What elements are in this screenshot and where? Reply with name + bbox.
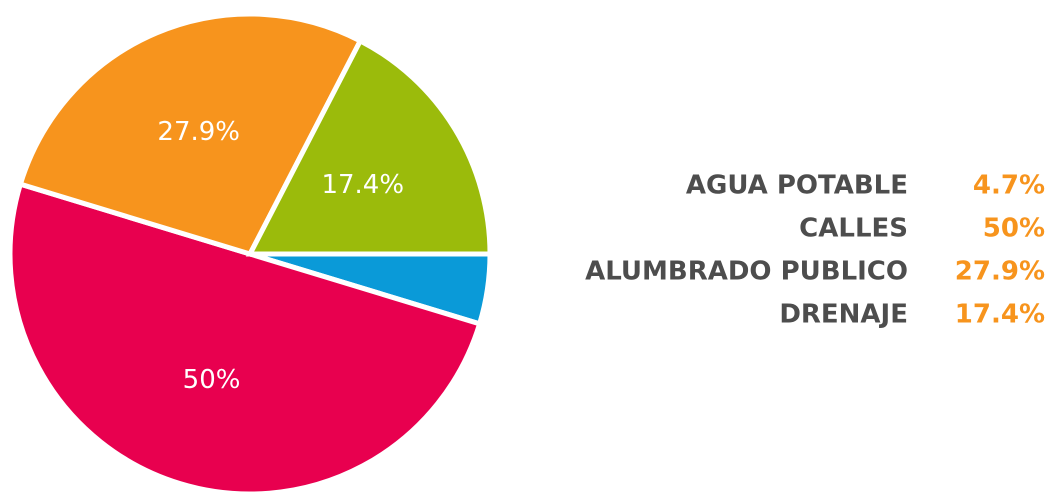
legend-value: 17.4% <box>955 300 1045 330</box>
slice-label: 17.4% <box>321 170 404 200</box>
legend-name: ALUMBRADO PUBLICO <box>585 257 908 287</box>
legend-value: 27.9% <box>955 257 1045 287</box>
pie-slice <box>245 37 493 257</box>
legend-name: CALLES <box>799 214 908 244</box>
legend-value: 4.7% <box>973 171 1045 201</box>
legend-name: DRENAJE <box>779 300 908 330</box>
legend-name: AGUA POTABLE <box>686 171 908 201</box>
legend-value: 50% <box>983 214 1045 244</box>
slice-label: 27.9% <box>157 117 240 147</box>
pie-slice <box>17 11 364 257</box>
pie-slice <box>7 181 483 494</box>
slice-label: 50% <box>183 365 241 395</box>
